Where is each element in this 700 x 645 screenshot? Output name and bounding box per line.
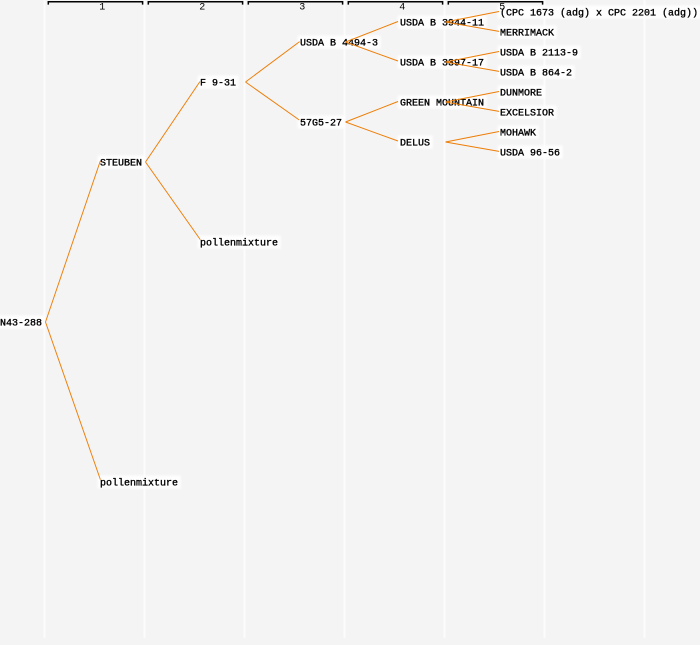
svg-text:4: 4 <box>399 3 405 14</box>
svg-text:USDA 96-56: USDA 96-56 <box>500 149 560 160</box>
svg-text:USDA B 3397-17: USDA B 3397-17 <box>400 59 484 70</box>
svg-text:EXCELSIOR: EXCELSIOR <box>500 109 554 120</box>
svg-text:5: 5 <box>499 3 505 14</box>
svg-text:pollenmixture: pollenmixture <box>200 238 278 250</box>
svg-text:USDA B 864-2: USDA B 864-2 <box>500 69 572 80</box>
svg-text:USDA B 3944-11: USDA B 3944-11 <box>400 19 484 30</box>
svg-text:1: 1 <box>99 3 105 14</box>
svg-text:(CPC 1673 (adg) x CPC 2201 (ad: (CPC 1673 (adg) x CPC 2201 (adg)) <box>500 8 698 20</box>
svg-text:F 9-31: F 9-31 <box>200 79 236 90</box>
svg-text:3: 3 <box>299 3 305 14</box>
svg-text:MERRIMACK: MERRIMACK <box>500 29 554 40</box>
svg-text:DUNMORE: DUNMORE <box>500 89 542 100</box>
svg-text:DELUS: DELUS <box>400 139 430 150</box>
svg-text:2: 2 <box>199 3 205 14</box>
svg-text:STEUBEN: STEUBEN <box>100 159 142 170</box>
svg-text:GREEN MOUNTAIN: GREEN MOUNTAIN <box>400 99 484 110</box>
svg-text:USDA B 2113-9: USDA B 2113-9 <box>500 49 578 60</box>
svg-text:N43-288: N43-288 <box>0 319 42 330</box>
svg-text:MOHAWK: MOHAWK <box>500 129 536 140</box>
svg-text:pollenmixture: pollenmixture <box>100 478 178 490</box>
svg-text:57G5-27: 57G5-27 <box>300 119 342 130</box>
svg-text:USDA B 4494-3: USDA B 4494-3 <box>300 39 378 50</box>
